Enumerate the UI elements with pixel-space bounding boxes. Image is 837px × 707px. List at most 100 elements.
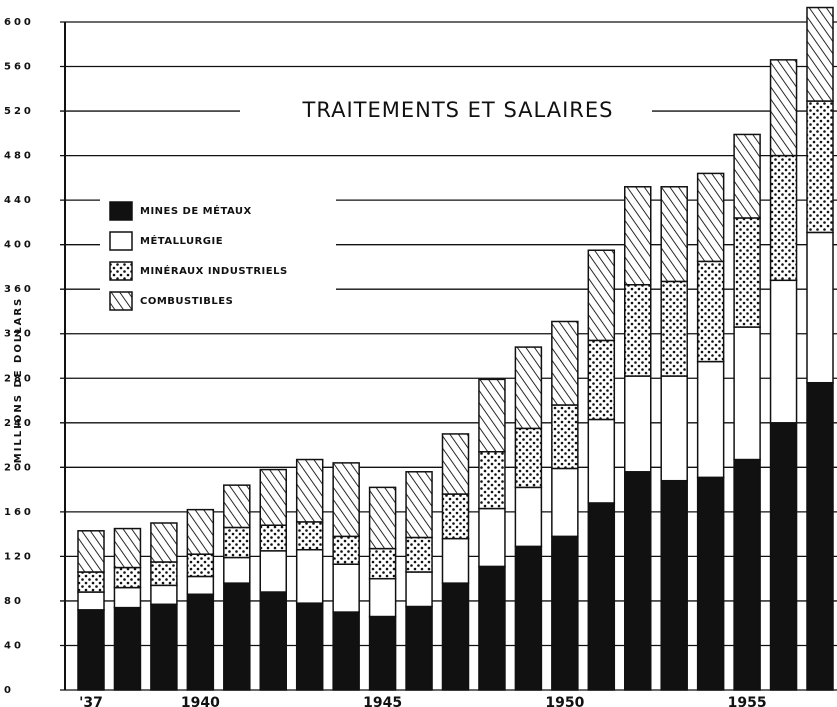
legend-swatch [109,261,133,281]
y-tick-label: 480 [4,151,34,162]
y-tick-label: 520 [4,106,34,117]
x-tick-label: 1955 [728,695,767,707]
bar-segment [223,556,251,584]
bar-segment [332,611,360,691]
bar-segment [733,133,761,219]
bar-segment [696,360,725,479]
bar-segment [551,535,579,691]
bar-segment [77,571,105,593]
bar-segment [769,59,798,157]
y-tick-label: 0 [4,685,14,696]
bar-segment [113,606,142,691]
bar-segment [441,493,470,540]
x-tick-label: 1945 [363,695,402,707]
bar-segment [441,537,470,584]
bar-segment [113,527,142,569]
bar-segment [150,603,178,691]
legend-label: MINÉRAUX INDUSTRIELS [140,264,288,277]
bar-segment [733,458,761,691]
bar-segment [696,260,725,363]
bar-segment [696,172,725,263]
bar-segment [259,591,287,691]
bar-segment [77,530,105,573]
bar-segment [769,154,798,282]
bar-segment [77,591,105,611]
bar-segment [186,593,215,691]
y-tick-label: 400 [4,240,34,251]
y-tick-label: 320 [4,329,34,340]
bar-segment [368,547,397,580]
bar-segment [514,427,543,489]
bar-segment [660,479,688,691]
bar-segment [769,279,798,424]
y-tick-label: 440 [4,195,34,206]
bar-segment [587,502,616,691]
bar-segment [733,326,761,461]
bar-segment [733,217,761,328]
bar-segment [295,521,324,551]
bar-segment [624,471,652,691]
bar-segment [405,536,433,573]
bar-segment [259,550,287,593]
y-tick-label: 200 [4,462,34,473]
bar-segment [332,563,360,613]
bar-segment [295,458,324,523]
x-tick-label: '37 [79,695,103,707]
legend-swatch [109,201,133,221]
bar-segment [660,280,688,377]
bar-segment [551,320,579,406]
y-tick-label: 80 [4,596,24,607]
bar-segment [186,575,215,596]
bar-segment [478,378,506,453]
bar-segment [405,605,433,691]
bar-segment [478,565,506,691]
title-bg [240,92,652,128]
bar-segment [77,609,105,691]
bar-segment [514,486,543,548]
y-tick-label: 280 [4,373,34,384]
bar-segment [478,507,506,568]
bar-segment [587,339,616,421]
bar-segment [441,582,470,691]
bar-segment [368,577,397,618]
bar-segment [150,584,178,606]
chart-title: TRAITEMENTS ET SALAIRES [302,98,614,122]
bar-segment [587,418,616,504]
bar-segment [587,249,616,342]
legend-swatch [109,291,133,311]
bar-segment [259,468,287,526]
bar-segment [806,100,834,234]
bar-segment [660,375,688,482]
bar-segment [332,535,360,565]
bar-segment [624,375,652,473]
bar-segment [624,186,652,286]
bar-segment [624,283,652,377]
y-tick-label: 160 [4,507,34,518]
bar-segment [150,522,178,563]
bar-segment [259,524,287,552]
bar-segment [769,422,798,691]
bar-segment [295,602,324,691]
y-tick-label: 360 [4,284,34,295]
bar-segment [806,381,834,691]
legend-label: MINES DE MÉTAUX [140,204,252,217]
y-tick-label: 120 [4,551,34,562]
y-axis-label: MILLIONS DE DOLLARS [13,297,24,464]
legend-label: COMBUSTIBLES [140,296,233,307]
bar-segment [551,404,579,470]
y-tick-label: 600 [4,17,34,28]
bar-segment [405,471,433,539]
bar-segment [223,582,251,691]
bar-segment [186,508,215,555]
bar-segment [113,566,142,589]
bar-segment [223,484,251,529]
bar-segment [150,561,178,587]
legend-bg [100,192,336,318]
bar-segment [551,467,579,538]
legend-label: MÉTALLURGIE [140,234,223,247]
bar-segment [405,571,433,608]
bar-segment [368,486,397,550]
bar-segment [806,231,834,384]
y-tick-label: 40 [4,640,24,651]
